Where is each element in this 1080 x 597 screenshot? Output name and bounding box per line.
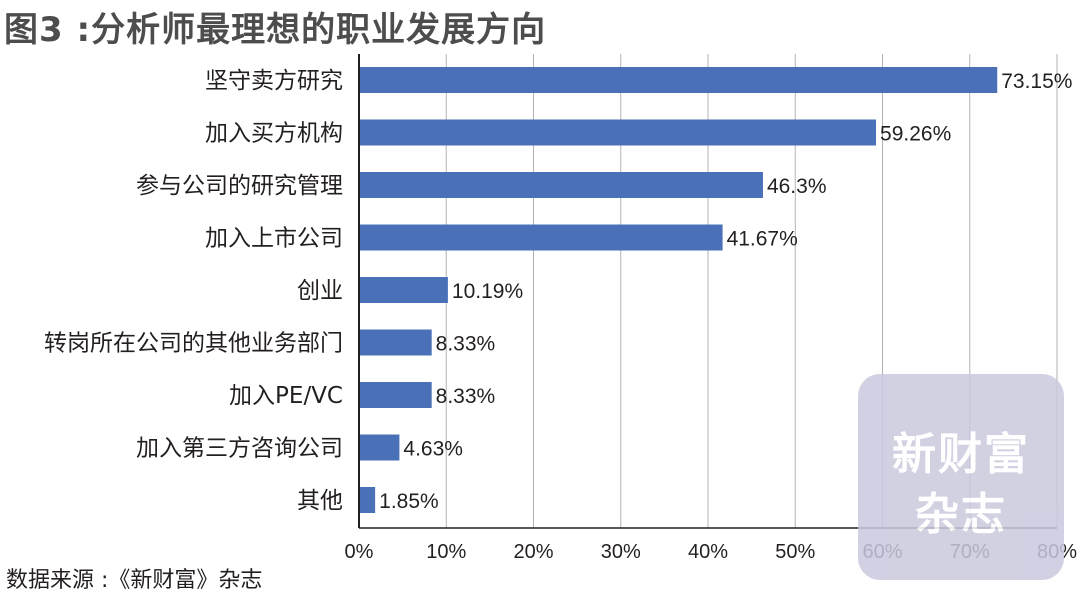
watermark-line-2: 杂志 xyxy=(915,489,1007,540)
category-label: 加入第三方咨询公司 xyxy=(136,436,343,462)
value-label: 73.15% xyxy=(1001,70,1072,93)
bar xyxy=(359,382,432,408)
x-tick-label: 10% xyxy=(426,541,466,563)
value-label: 1.85% xyxy=(379,490,439,513)
chart-title: 图3 :分析师最理想的职业发展方向 xyxy=(4,10,547,50)
data-source-note: 数据来源 :《新财富》杂志 xyxy=(6,568,263,593)
watermark-line-1: 新财富 xyxy=(892,429,1030,480)
x-tick-label: 40% xyxy=(688,541,728,563)
bar xyxy=(359,172,763,198)
x-tick-label: 30% xyxy=(601,541,641,563)
labels: 0%10%20%30%40%50%60%70%80%坚守卖方研究73.15%加入… xyxy=(44,68,1077,563)
bar xyxy=(359,277,448,303)
value-label: 8.33% xyxy=(436,385,496,408)
category-label: 其他 xyxy=(297,488,343,514)
x-tick-label: 20% xyxy=(513,541,553,563)
category-label: 加入买方机构 xyxy=(205,121,343,147)
bar xyxy=(359,329,432,356)
value-label: 4.63% xyxy=(403,438,463,461)
value-label: 10.19% xyxy=(452,280,523,303)
value-label: 8.33% xyxy=(436,333,496,356)
bar xyxy=(359,434,400,461)
category-label: 加入上市公司 xyxy=(205,226,343,252)
bar xyxy=(359,487,376,513)
value-label: 46.3% xyxy=(767,175,827,198)
category-label: 参与公司的研究管理 xyxy=(136,173,343,199)
value-label: 41.67% xyxy=(727,228,798,251)
category-label: 转岗所在公司的其他业务部门 xyxy=(44,331,343,357)
watermark-logo: 新财富 杂志 xyxy=(858,374,1064,580)
x-tick-label: 0% xyxy=(345,541,374,563)
value-label: 59.26% xyxy=(880,123,951,146)
category-label: 坚守卖方研究 xyxy=(205,68,343,94)
x-tick-label: 50% xyxy=(775,541,815,563)
category-label: 加入PE/VC xyxy=(229,383,343,409)
bar xyxy=(359,224,723,251)
bar xyxy=(359,67,998,93)
bar xyxy=(359,119,877,146)
bars xyxy=(359,67,998,513)
category-label: 创业 xyxy=(297,278,343,304)
